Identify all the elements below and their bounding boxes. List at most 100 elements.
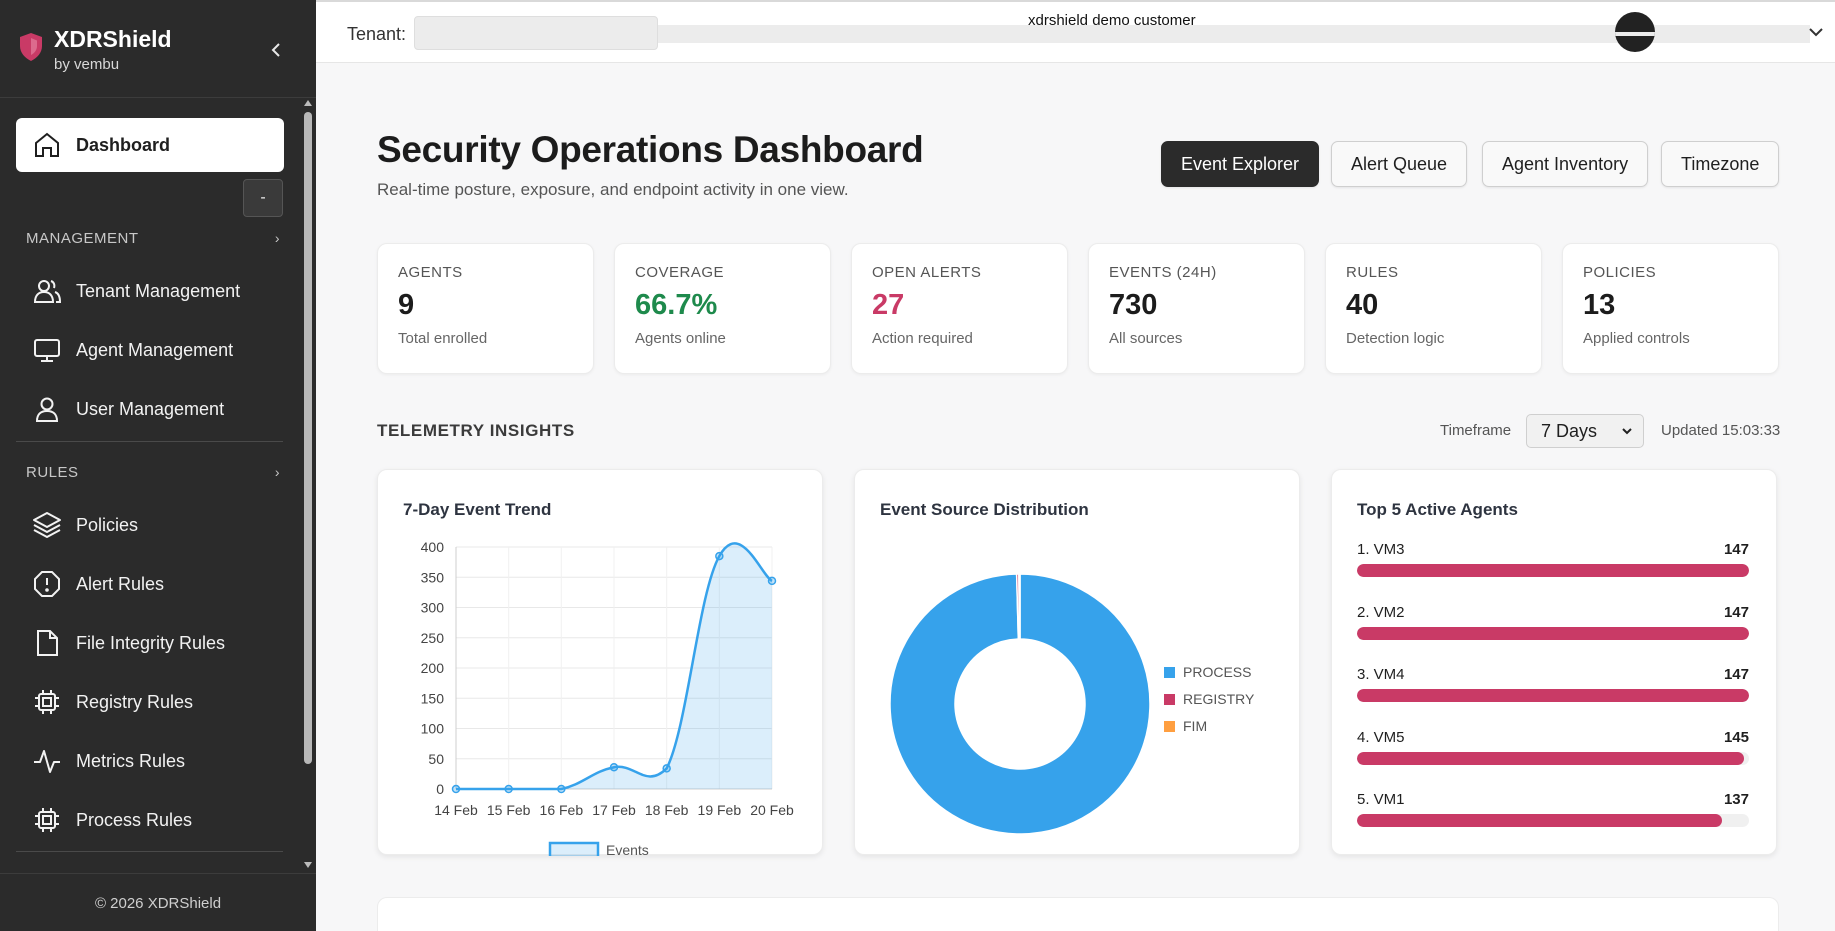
tenant-select[interactable] [414, 16, 1810, 50]
sidebar-item-agent-management[interactable]: Agent Management [16, 323, 284, 377]
agent-inventory-button[interactable]: Agent Inventory [1482, 141, 1649, 187]
sidebar-item-label: Alert Rules [76, 573, 165, 594]
tenant-value[interactable]: xdrshield demo customer [1028, 12, 1196, 29]
file-icon [37, 630, 58, 656]
avatar[interactable] [1615, 12, 1655, 52]
kpi-label: RULES [1346, 264, 1399, 281]
last-updated: Updated 15:03:33 [1661, 422, 1781, 439]
agent-name: 3. VM4 [1357, 666, 1405, 683]
timeframe-label: Timeframe [1440, 422, 1512, 439]
cpu-icon [35, 808, 59, 832]
sidebar-item-label: User Management [76, 398, 225, 419]
chevron-left-icon [271, 43, 280, 57]
alert-queue-button[interactable]: Alert Queue [1331, 141, 1468, 187]
kpi-subtext: Total enrolled [398, 330, 488, 347]
timezone-button[interactable]: Timezone [1661, 141, 1780, 187]
sidebar-item-label: Policies [76, 514, 139, 535]
agent-name: 4. VM5 [1357, 728, 1405, 746]
bar-fill [1357, 751, 1744, 765]
kpi-card-agents[interactable]: AGENTS 9 Total enrolled [377, 243, 594, 374]
agent-count: 137 [1723, 791, 1749, 808]
bar-track [1357, 689, 1749, 702]
chevron-right-icon: › [274, 464, 280, 480]
activity-icon [34, 750, 60, 773]
brand-title: XDRShield [54, 26, 172, 52]
sidebar-item-dashboard[interactable]: Dashboard [16, 118, 284, 172]
kpi-card-events[interactable]: EVENTS (24H) 730 All sources [1088, 243, 1305, 374]
kpi-card-coverage[interactable]: COVERAGE 66.7% Agents online [614, 243, 831, 374]
y-tick-label: 100 [421, 721, 445, 737]
kpi-label: OPEN ALERTS [872, 264, 982, 281]
scroll-thumb[interactable] [304, 112, 312, 764]
y-tick-label: 300 [421, 600, 445, 616]
collapse-sidebar-button[interactable] [266, 38, 286, 62]
bottom-panel [377, 897, 1779, 931]
bar-fill [1357, 814, 1723, 827]
tenant-select-box[interactable] [414, 16, 658, 50]
kpi-value: 730 [1109, 289, 1158, 321]
bar-track [1357, 814, 1749, 827]
main-content: Security Operations Dashboard Real-time … [316, 63, 1835, 931]
scroll-down-icon[interactable] [304, 862, 312, 868]
scroll-up-icon[interactable] [304, 100, 312, 106]
tenant-select-track[interactable] [658, 25, 1810, 43]
x-tick-label: 20 Feb [750, 802, 794, 818]
kpi-label: AGENTS [398, 264, 463, 281]
sidebar-scrollbar[interactable] [303, 100, 313, 872]
y-tick-label: 50 [428, 751, 444, 767]
alert-octagon-icon [34, 571, 60, 597]
timeframe-select[interactable]: 7 Days [1526, 414, 1644, 448]
topbar: Tenant: xdrshield demo customer [316, 0, 1835, 63]
sidebar-item-file-integrity-rules[interactable]: File Integrity Rules [16, 616, 284, 670]
sidebar-item-label: Metrics Rules [76, 750, 186, 771]
sidebar-item-process-rules[interactable]: Process Rules [16, 793, 284, 847]
sidebar-item-policies[interactable]: Policies [16, 498, 284, 552]
cpu-icon [35, 690, 59, 714]
panel-top-agents: Top 5 Active Agents 1. VM3 147 2. VM2 147 3.… [1331, 469, 1777, 855]
x-tick-label: 18 Feb [645, 802, 689, 818]
chevron-right-icon: › [274, 230, 280, 246]
event-explorer-button[interactable]: Event Explorer [1161, 141, 1320, 187]
section-header-management[interactable]: MANAGEMENT › [26, 230, 280, 247]
kpi-card-open-alerts[interactable]: OPEN ALERTS 27 Action required [851, 243, 1068, 374]
chevron-down-icon [1622, 428, 1632, 435]
slice-process [889, 573, 1151, 835]
y-tick-label: 150 [421, 690, 445, 706]
bar-fill [1357, 626, 1749, 640]
donut-chart[interactable]: PROCESS REGISTRY FIM [855, 470, 1301, 856]
kpi-value: 13 [1583, 289, 1616, 321]
sidebar-item-registry-rules[interactable]: Registry Rules [16, 675, 284, 729]
copyright: © 2026 XDRShield [94, 895, 222, 912]
agent-count: 147 [1723, 541, 1749, 558]
minimize-button[interactable]: - [243, 179, 283, 217]
kpi-subtext: Action required [872, 330, 973, 347]
section-header-rules[interactable]: RULES › [26, 464, 280, 481]
legend-label: FIM [1183, 718, 1207, 734]
y-tick-label: 350 [421, 569, 445, 585]
sidebar-item-label: Tenant Management [76, 280, 241, 301]
data-point [767, 576, 777, 586]
kpi-card-policies[interactable]: POLICIES 13 Applied controls [1562, 243, 1779, 374]
y-tick-label: 0 [436, 781, 444, 797]
sidebar-item-tenant-management[interactable]: Tenant Management [16, 264, 284, 318]
kpi-card-rules[interactable]: RULES 40 Detection logic [1325, 243, 1542, 374]
bar-track [1357, 751, 1749, 765]
x-tick-label: 17 Feb [592, 802, 636, 818]
line-chart[interactable]: 0 50 100 150 200 250 300 350 400 14 Feb 15 Feb 16 F… [378, 470, 824, 856]
page-title: Security Operations Dashboard [377, 129, 924, 170]
kpi-subtext: Applied controls [1583, 330, 1690, 347]
chevron-down-icon[interactable] [1804, 20, 1828, 44]
legend-swatch [1164, 694, 1175, 705]
brand[interactable]: XDRShield by vembu [18, 26, 172, 73]
sidebar-item-alert-rules[interactable]: Alert Rules [16, 557, 284, 611]
sidebar-item-user-management[interactable]: User Management [16, 382, 284, 436]
users-icon [33, 280, 62, 303]
sidebar-item-label: Process Rules [76, 809, 193, 830]
x-tick-label: 19 Feb [698, 802, 742, 818]
page-subtitle: Real-time posture, exposure, and endpoin… [377, 180, 849, 199]
sidebar-item-metrics-rules[interactable]: Metrics Rules [16, 734, 284, 788]
bar-fill [1357, 689, 1749, 702]
sidebar-item-label: Dashboard [76, 134, 171, 155]
tenant-label: Tenant: [347, 24, 407, 44]
layers-icon [33, 512, 61, 538]
